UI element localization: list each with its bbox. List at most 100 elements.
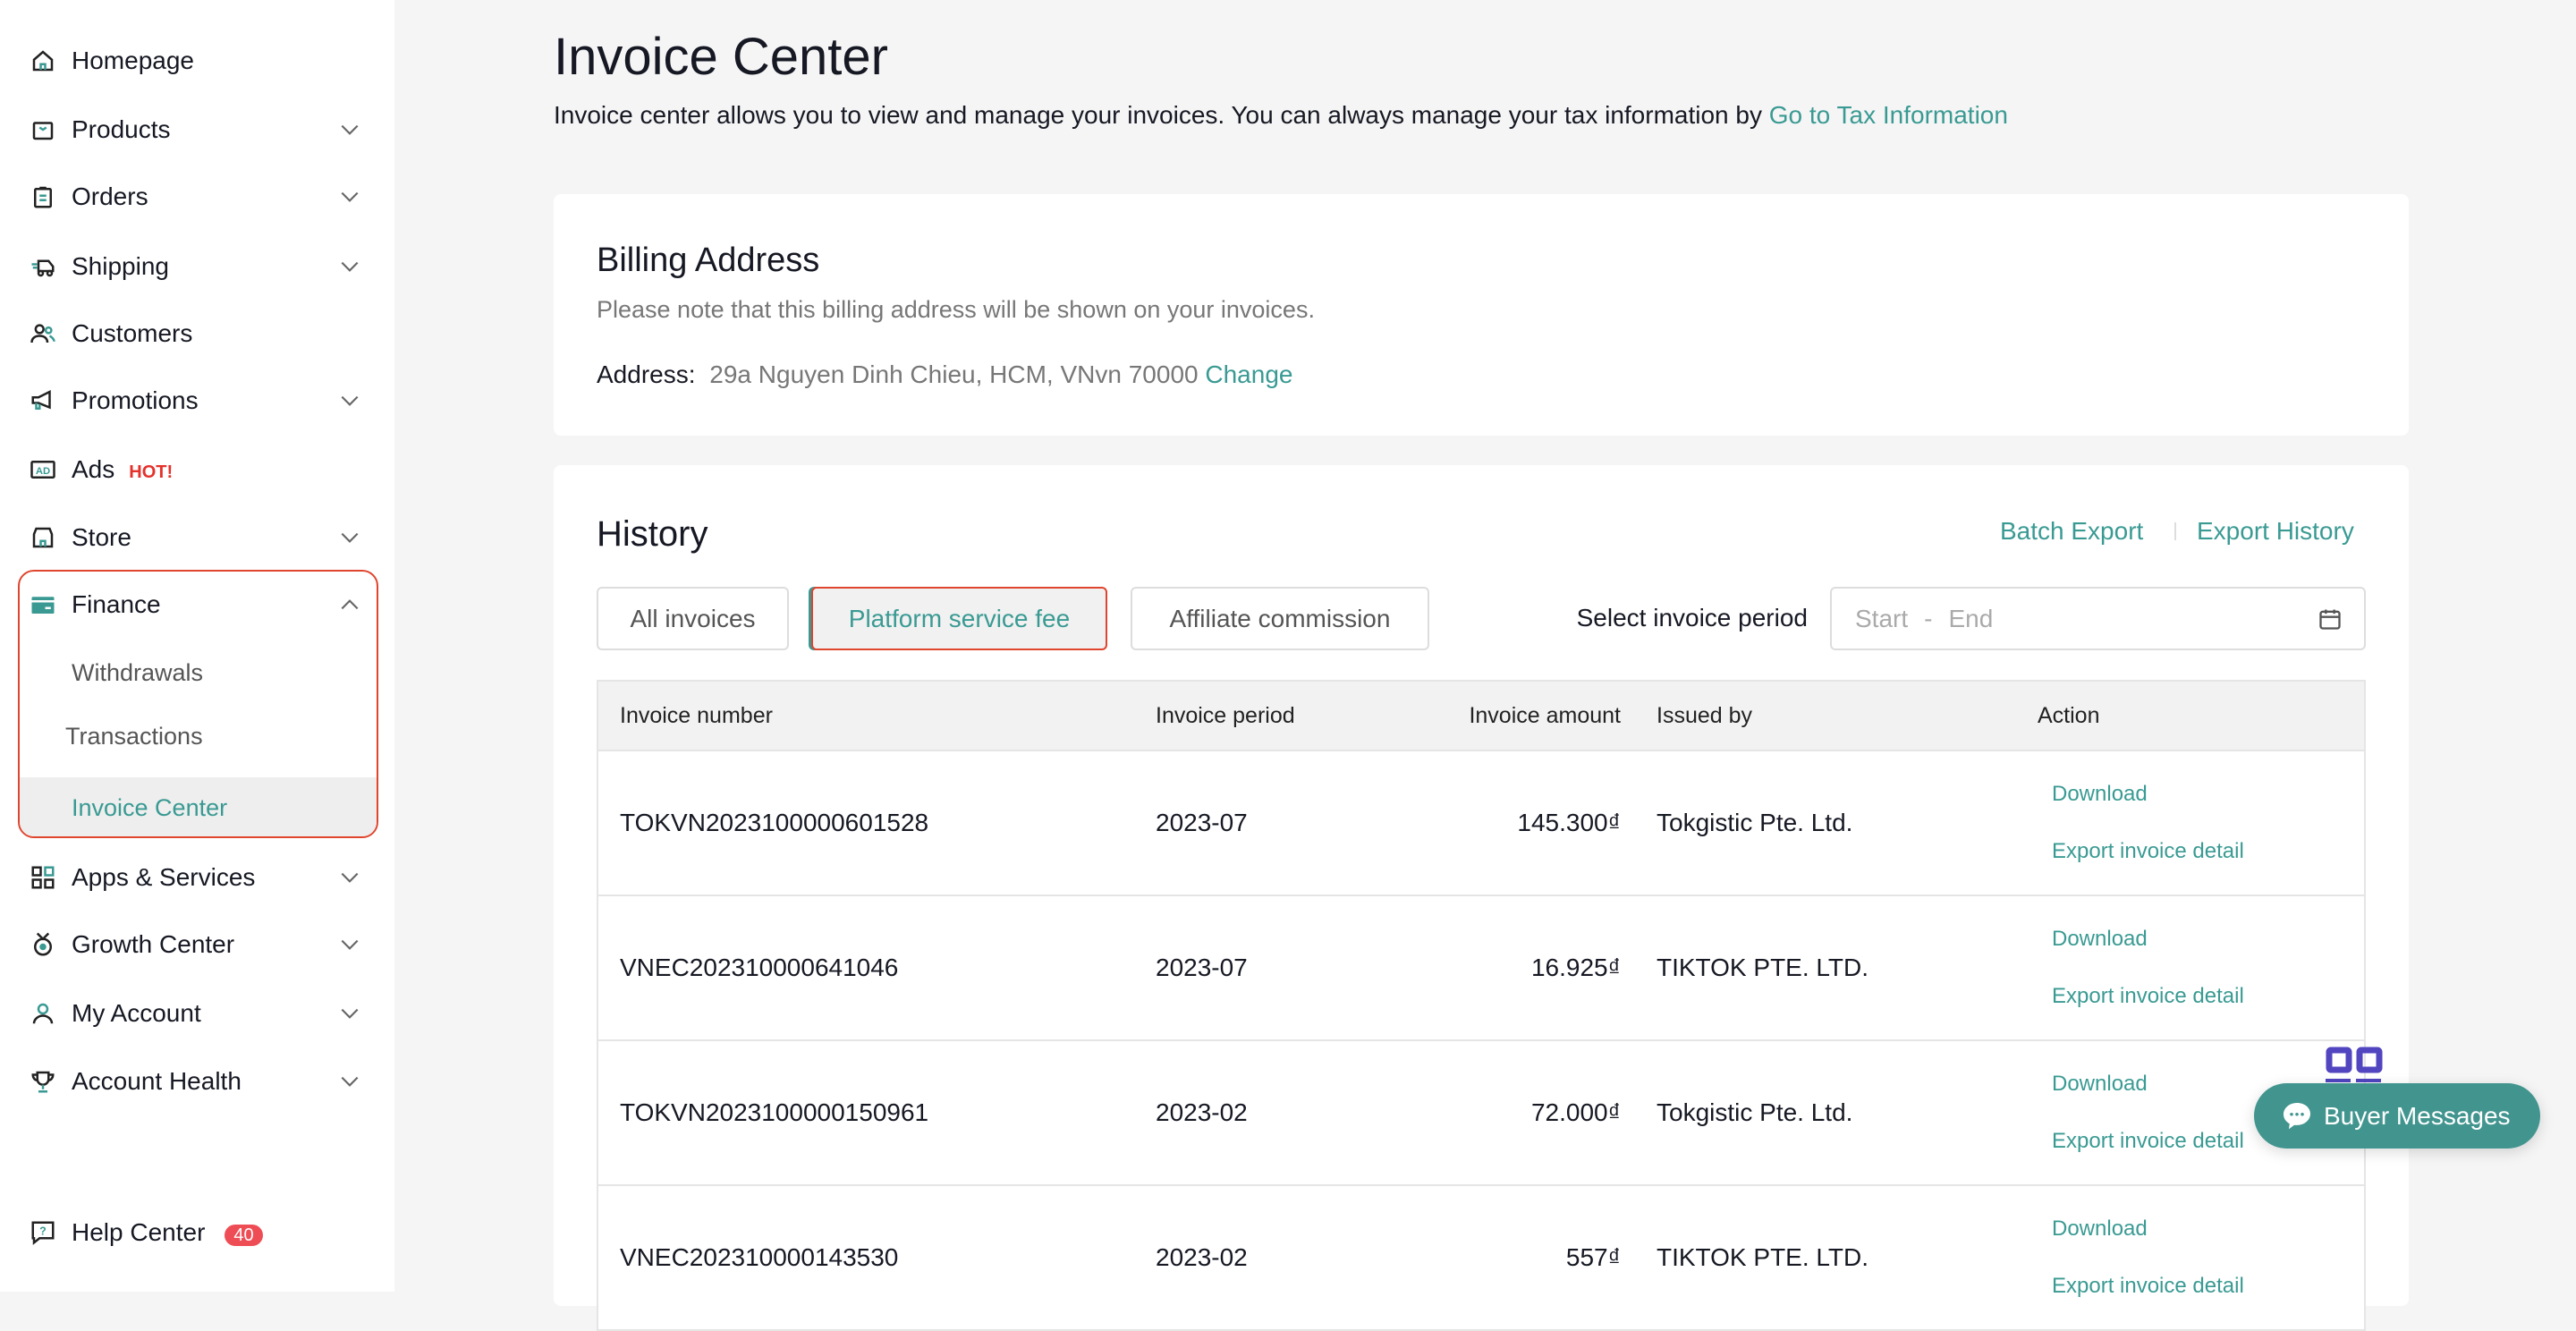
page-description: Invoice center allows you to view and ma… (554, 101, 2008, 130)
issued-by: TIKTOK PTE. LTD. (1657, 1184, 2038, 1330)
sidebar-item-growth-center[interactable]: Growth Center (0, 918, 394, 971)
download-link[interactable]: Download (2052, 927, 2148, 951)
sidebar-item-label: My Account (72, 999, 201, 1027)
sidebar-item-customers[interactable]: Customers (0, 307, 394, 360)
sidebar-item-store[interactable]: Store (0, 511, 394, 564)
col-action: Action (2038, 681, 2365, 750)
batch-export-link[interactable]: Batch Export (2000, 517, 2144, 545)
calendar-icon (2319, 609, 2341, 630)
divider (2174, 522, 2176, 540)
table-row: TOKVN2023100000150961 2023-02 72.000₫ To… (597, 1039, 2365, 1185)
issued-by: Tokgistic Pte. Ltd. (1657, 1039, 2038, 1185)
tab-all-invoices[interactable]: All invoices (597, 587, 789, 650)
sidebar-item-label: Growth Center (72, 930, 235, 958)
qr-code-icon[interactable] (2326, 1047, 2383, 1082)
billing-card: Billing Address Please note that this bi… (554, 194, 2409, 436)
start-placeholder: Start (1855, 604, 1909, 632)
sidebar-item-help-center[interactable]: ? Help Center 40 (0, 1206, 394, 1259)
invoice-number: TOKVN2023100000601528 (597, 750, 1156, 895)
chat-bubble-icon (2284, 1102, 2310, 1129)
sidebar-subitem-transactions[interactable]: Transactions (65, 723, 203, 750)
chevron-down-icon[interactable] (338, 389, 361, 412)
invoice-number: VNEC202310000641046 (597, 894, 1156, 1040)
download-link[interactable]: Download (2052, 782, 2148, 806)
sidebar-item-label: Finance (72, 590, 161, 618)
col-invoice-number: Invoice number (597, 681, 1156, 750)
sidebar-subitem-withdrawals[interactable]: Withdrawals (72, 659, 204, 686)
chevron-down-icon[interactable] (338, 1002, 361, 1025)
chevron-down-icon[interactable] (338, 255, 361, 278)
sidebar-item-promotions[interactable]: Promotions (0, 374, 394, 428)
sidebar-item-label: Orders (72, 182, 148, 210)
user-icon (29, 999, 57, 1028)
ad-icon: AD (29, 455, 57, 484)
store-icon (29, 523, 57, 552)
chevron-down-icon[interactable] (338, 526, 361, 549)
address-value: 29a Nguyen Dinh Chieu, HCM, VNvn 70000 (709, 360, 1199, 388)
clipboard-icon (29, 182, 57, 211)
svg-text:?: ? (39, 1225, 47, 1238)
action-cell: Download Export invoice detail (2038, 1184, 2365, 1330)
download-link[interactable]: Download (2052, 1217, 2148, 1241)
sidebar: Homepage Products Orders Shipping Customers P… (0, 0, 394, 1292)
chevron-down-icon[interactable] (338, 118, 361, 141)
sidebar-item-apps-services[interactable]: Apps & Services (0, 851, 394, 904)
tab-platform-service-fee[interactable]: Platform service fee (811, 587, 1107, 650)
apps-icon (29, 863, 57, 892)
chevron-down-icon[interactable] (338, 933, 361, 956)
invoice-period: 2023-07 (1156, 894, 1388, 1040)
description-text: Invoice center allows you to view and ma… (554, 101, 1769, 129)
issued-by: Tokgistic Pte. Ltd. (1657, 750, 2038, 895)
end-placeholder: End (1948, 604, 1994, 632)
sidebar-item-homepage[interactable]: Homepage (0, 34, 394, 88)
active-item-background (20, 777, 377, 836)
sidebar-subitem-invoice-center[interactable]: Invoice Center (72, 794, 228, 821)
finance-highlight-box (18, 570, 378, 838)
export-history-link[interactable]: Export History (2197, 517, 2354, 545)
table-row: VNEC202310000641046 2023-07 16.925₫ TIKT… (597, 894, 2365, 1040)
billing-note: Please note that this billing address wi… (597, 296, 1315, 323)
sidebar-item-products[interactable]: Products (0, 103, 394, 157)
sidebar-item-label: Customers (72, 319, 193, 347)
history-title: History (597, 514, 708, 554)
period-date-range-input[interactable]: Start - End (1830, 587, 2366, 650)
tax-info-link[interactable]: Go to Tax Information (1768, 101, 2008, 129)
sidebar-item-label: Ads HOT! (72, 455, 174, 483)
download-link[interactable]: Download (2052, 1072, 2148, 1096)
col-invoice-amount: Invoice amount (1388, 681, 1657, 750)
change-address-link[interactable]: Change (1205, 360, 1293, 388)
chevron-down-icon[interactable] (338, 185, 361, 208)
invoice-amount: 557₫ (1388, 1184, 1657, 1330)
billing-title: Billing Address (597, 242, 820, 279)
export-invoice-detail-link[interactable]: Export invoice detail (2052, 839, 2244, 863)
home-icon (29, 47, 57, 75)
export-invoice-detail-link[interactable]: Export invoice detail (2052, 1129, 2244, 1153)
buyer-messages-label: Buyer Messages (2324, 1101, 2511, 1130)
chevron-down-icon[interactable] (338, 1070, 361, 1093)
action-cell: Download Export invoice detail (2038, 894, 2365, 1040)
sidebar-item-orders[interactable]: Orders (0, 170, 394, 224)
sidebar-item-finance[interactable]: Finance (0, 578, 394, 632)
sidebar-item-ads[interactable]: AD Ads HOT! (0, 443, 394, 496)
sidebar-item-label: Homepage (72, 47, 194, 74)
chevron-up-icon[interactable] (338, 593, 361, 616)
export-invoice-detail-link[interactable]: Export invoice detail (2052, 984, 2244, 1008)
buyer-messages-button[interactable]: Buyer Messages (2254, 1083, 2540, 1149)
sidebar-item-label: Help Center 40 (72, 1218, 263, 1247)
hot-badge: HOT! (129, 462, 174, 482)
action-cell: Download Export invoice detail (2038, 750, 2365, 895)
sidebar-item-account-health[interactable]: Account Health (0, 1055, 394, 1108)
sidebar-item-my-account[interactable]: My Account (0, 987, 394, 1040)
invoice-amount: 16.925₫ (1388, 894, 1657, 1040)
sidebar-item-label: Store (72, 523, 131, 551)
notification-count-badge: 40 (225, 1225, 263, 1246)
chevron-down-icon[interactable] (338, 866, 361, 889)
tab-affiliate-commission[interactable]: Affiliate commission (1131, 587, 1429, 650)
sidebar-item-shipping[interactable]: Shipping (0, 240, 394, 293)
sidebar-item-label: Shipping (72, 252, 169, 280)
card-icon (29, 590, 57, 619)
export-invoice-detail-link[interactable]: Export invoice detail (2052, 1274, 2244, 1298)
period-label: Select invoice period (1576, 604, 1808, 632)
col-issued-by: Issued by (1657, 681, 2038, 750)
sidebar-item-label: Account Health (72, 1067, 242, 1095)
